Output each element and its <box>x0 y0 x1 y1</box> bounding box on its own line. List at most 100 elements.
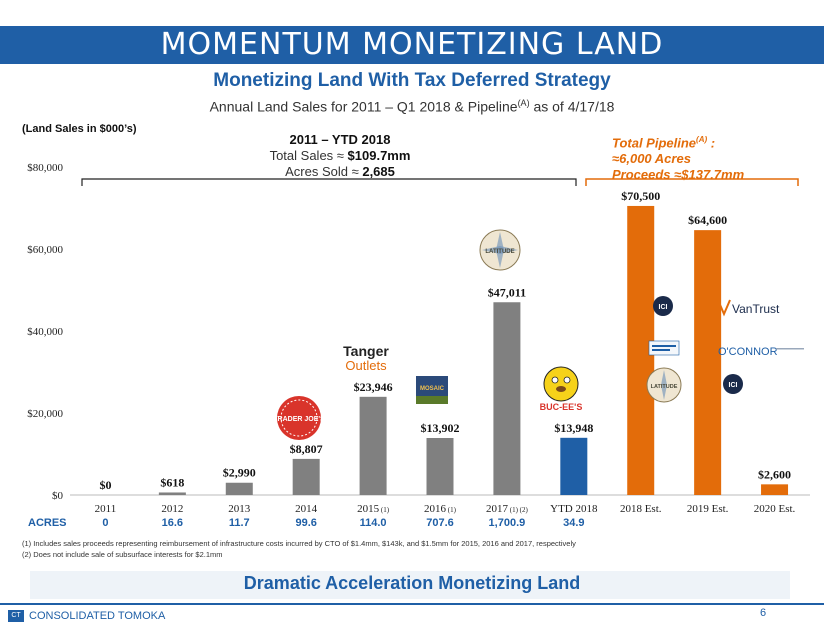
bar-2014 <box>292 458 320 495</box>
acres-value: 707.6 <box>426 517 454 529</box>
x-tick-label: 2016 (1) <box>424 503 457 515</box>
latitude-text-2018: LATITUDE <box>651 384 678 390</box>
jci-logo-2: ICI <box>723 374 743 394</box>
mosaic-logo: MOSAIC <box>416 376 448 404</box>
bar-2015 <box>359 396 387 495</box>
latitude-logo-2018: LATITUDE <box>646 367 682 403</box>
trader-joes-logo: TRADER JOE'S <box>273 396 325 440</box>
acres-value: 1,700.9 <box>489 517 526 529</box>
bar-value-label: $23,946 <box>354 380 393 394</box>
bar-value-label: $13,902 <box>421 421 460 435</box>
footnote-2: (2) Does not include sale of subsurface … <box>22 550 223 559</box>
y-tick-label: $20,000 <box>27 408 63 420</box>
summary-period: 2011 – YTD 2018 <box>289 132 391 147</box>
bar-value-label: $2,600 <box>758 467 791 481</box>
bottom-banner-band <box>30 571 790 599</box>
x-tick-label: 2020 Est. <box>754 503 796 515</box>
y-tick-label: $80,000 <box>27 162 63 174</box>
bar-value-label: $2,990 <box>223 466 256 480</box>
bar-2013 <box>225 482 253 495</box>
y-tick-label: $60,000 <box>27 244 63 256</box>
latitude-logo-2017: LATITUDE <box>479 229 521 271</box>
bar-labels-group: $0 $618 $2,990 $8,807 $23,946 $13,902 $47,011 $… <box>99 189 791 492</box>
acres-value: 0 <box>102 517 108 529</box>
pipeline-sup: (A) <box>696 135 708 144</box>
jci-logo-1: ICI <box>653 296 673 316</box>
oconnor-text: O'CONNOR <box>718 346 778 358</box>
pipeline-label: Total Pipeline <box>612 135 697 151</box>
bucees-logo: BUC-EE'S <box>540 366 583 412</box>
x-tick-label: 2018 Est. <box>620 503 662 515</box>
bar-value-label: $70,500 <box>621 189 660 203</box>
y-axis-ticks: $0 $20,000 $40,000 $60,000 $80,000 <box>27 162 63 502</box>
jci-text-1: ICI <box>659 304 668 311</box>
title-bar <box>0 26 824 64</box>
brand-name: CONSOLIDATED TOMOKA <box>29 610 166 622</box>
x-tick-label: 2019 Est. <box>687 503 729 515</box>
brand-logo-icon: CT <box>8 610 24 622</box>
pipeline-acres: ≈6,000 Acres <box>612 151 691 167</box>
bar-ytd-2018 <box>560 437 588 495</box>
bar-2012 <box>158 492 186 495</box>
acres-value: 99.6 <box>295 517 316 529</box>
description-prefix: Annual Land Sales for 2011 – Q1 2018 & P… <box>209 98 518 115</box>
acres-value: 11.7 <box>229 517 250 529</box>
historical-summary: 2011 – YTD 2018 Total Sales ≈ $109.7mm A… <box>210 132 470 180</box>
bar-value-label: $0 <box>99 478 111 492</box>
x-tick-label: 2017 (1) (2) <box>486 503 528 515</box>
chart-description: Annual Land Sales for 2011 – Q1 2018 & P… <box>0 98 824 115</box>
bar-value-label: $64,600 <box>688 213 727 227</box>
x-labels-group: 2011 2012 2013 2014 2015 (1) 2016 (1) 2017 (1)… <box>95 503 796 515</box>
acres-value: 114.0 <box>360 517 387 529</box>
total-sales-label: Total Sales ≈ <box>269 148 348 163</box>
x-tick-label: 2012 <box>161 503 183 515</box>
pipeline-bracket <box>585 178 799 186</box>
acres-value: 34.9 <box>563 517 584 529</box>
footer-brand: CT CONSOLIDATED TOMOKA <box>8 610 165 622</box>
description-sup: (A) <box>517 98 530 108</box>
total-sales-value: $109.7mm <box>347 148 411 163</box>
pipeline-title: Total Pipeline(A) : <box>612 132 744 151</box>
acres-label: ACRES <box>28 517 67 529</box>
vantrust-text: VanTrust <box>732 302 780 316</box>
page-title: MOMENTUM MONETIZING LAND <box>160 27 664 62</box>
bar-value-label: $618 <box>160 475 184 489</box>
page-number: 6 <box>760 607 767 619</box>
acres-sold-value: 2,685 <box>362 164 395 179</box>
bottom-banner-text: Dramatic Acceleration Monetizing Land <box>243 573 581 593</box>
jci-text-2: ICI <box>729 382 738 389</box>
acres-value: 16.6 <box>162 517 183 529</box>
bar-2020-est <box>761 484 789 495</box>
bar-value-label: $47,011 <box>488 285 526 299</box>
x-tick-label: YTD 2018 <box>550 503 598 515</box>
bars-group <box>158 205 789 495</box>
bar-2017 <box>493 302 521 495</box>
pipeline-colon: : <box>707 135 716 151</box>
x-tick-label: 2014 <box>295 503 318 515</box>
mosaic-text: MOSAIC <box>420 386 445 392</box>
latitude-text-2017: LATITUDE <box>485 249 514 255</box>
bar-2019-est <box>694 230 722 495</box>
bucees-text: BUC-EE'S <box>540 402 583 412</box>
trader-joes-text: TRADER JOE'S <box>273 416 325 423</box>
oconnor-logo: O'CONNOR <box>718 346 804 358</box>
footnotes: (1) Includes sales proceeds representing… <box>22 538 576 560</box>
x-tick-footnote: (1) <box>446 506 457 514</box>
x-tick-label: 2011 <box>95 503 117 515</box>
x-tick-label: 2015 (1) <box>357 503 390 515</box>
x-tick-footnote: (1) (2) <box>508 506 528 514</box>
description-suffix: as of 4/17/18 <box>529 98 615 115</box>
y-tick-label: $0 <box>52 490 64 502</box>
footer-divider <box>0 603 824 605</box>
bar-value-label: $13,948 <box>554 421 593 435</box>
historical-bracket <box>81 178 577 186</box>
north-american-logo <box>648 340 680 356</box>
footnote-1: (1) Includes sales proceeds representing… <box>22 539 576 548</box>
x-tick-footnote: (1) <box>379 506 390 514</box>
bar-2016 <box>426 438 454 495</box>
vantrust-logo: VanTrust <box>717 299 780 317</box>
land-sales-chart: $0 $20,000 $40,000 $60,000 $80,000 $0 $618 $2,… <box>27 162 810 529</box>
acres-sold-label: Acres Sold ≈ <box>285 164 363 179</box>
x-tick-label: 2013 <box>228 503 251 515</box>
tanger-line2: Outlets <box>345 358 387 373</box>
